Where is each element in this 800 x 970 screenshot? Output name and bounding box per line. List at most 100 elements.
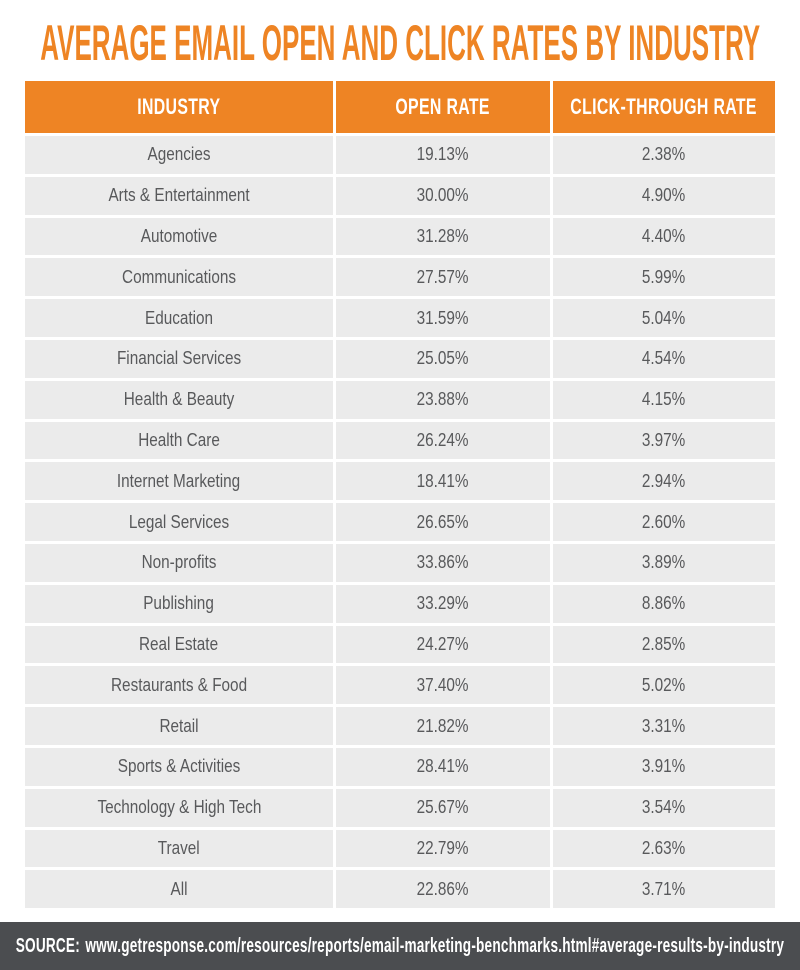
click-rate-cell-text: 2.94% bbox=[642, 470, 686, 491]
open-rate-cell: 19.13% bbox=[336, 136, 550, 174]
column-header-click-through-rate: CLICK-THROUGH RATE bbox=[553, 81, 775, 133]
industry-cell-text: Legal Services bbox=[128, 511, 230, 532]
industry-cell-text: Sports & Activities bbox=[117, 756, 241, 777]
industry-cell-text: Communications bbox=[122, 266, 236, 287]
open-rate-cell-text: 37.40% bbox=[417, 674, 469, 695]
industry-cell: All bbox=[25, 870, 333, 909]
page-title: AVERAGE EMAIL OPEN AND CLICK RATES BY IN… bbox=[0, 14, 800, 72]
table-row: Non-profits 33.86% 3.89% bbox=[25, 543, 775, 582]
industry-cell: Financial Services bbox=[25, 339, 333, 378]
open-rate-cell: 33.86% bbox=[336, 543, 550, 582]
column-header-open-rate-label: OPEN RATE bbox=[395, 94, 491, 119]
click-rate-cell-text: 2.85% bbox=[642, 633, 686, 654]
open-rate-cell: 26.65% bbox=[336, 503, 550, 541]
click-rate-cell-text: 3.97% bbox=[642, 429, 686, 450]
open-rate-cell: 25.05% bbox=[336, 339, 550, 378]
column-header-open-rate: OPEN RATE bbox=[336, 81, 550, 133]
industry-cell: Real Estate bbox=[25, 625, 333, 664]
table-row: Technology & High Tech 25.67% 3.54% bbox=[25, 788, 775, 827]
click-rate-cell-text: 3.89% bbox=[642, 552, 686, 573]
open-rate-cell-text: 24.27% bbox=[417, 633, 469, 654]
industry-cell: Arts & Entertainment bbox=[25, 176, 333, 215]
open-rate-cell: 22.86% bbox=[336, 870, 550, 909]
open-rate-cell: 28.41% bbox=[336, 747, 550, 786]
industry-cell-text: Financial Services bbox=[116, 348, 242, 369]
industry-cell: Technology & High Tech bbox=[25, 788, 333, 827]
click-rate-cell-text: 5.02% bbox=[642, 674, 686, 695]
table-row: Financial Services 25.05% 4.54% bbox=[25, 339, 775, 378]
open-rate-cell: 30.00% bbox=[336, 176, 550, 215]
open-rate-cell-text: 18.41% bbox=[417, 470, 469, 491]
industry-cell-text: Automotive bbox=[140, 225, 218, 246]
click-rate-cell: 8.86% bbox=[553, 584, 775, 623]
click-rate-cell-text: 8.86% bbox=[642, 593, 686, 614]
open-rate-cell: 25.67% bbox=[336, 788, 550, 827]
click-rate-cell: 3.31% bbox=[553, 707, 775, 745]
click-rate-cell: 2.85% bbox=[553, 625, 775, 664]
source-url: www.getresponse.com/resources/reports/em… bbox=[85, 934, 785, 957]
industry-cell: Publishing bbox=[25, 584, 333, 623]
click-rate-cell: 5.02% bbox=[553, 666, 775, 705]
industry-cell: Retail bbox=[25, 707, 333, 745]
industry-cell-text: Agencies bbox=[147, 144, 211, 165]
open-rate-cell: 37.40% bbox=[336, 666, 550, 705]
open-rate-cell-text: 21.82% bbox=[417, 715, 469, 736]
table-row: Legal Services 26.65% 2.60% bbox=[25, 503, 775, 541]
industry-cell: Legal Services bbox=[25, 503, 333, 541]
industry-cell: Non-profits bbox=[25, 543, 333, 582]
click-rate-cell: 2.38% bbox=[553, 136, 775, 174]
industry-cell: Automotive bbox=[25, 217, 333, 256]
industry-cell-text: Restaurants & Food bbox=[110, 674, 248, 695]
table-row: Health Care 26.24% 3.97% bbox=[25, 421, 775, 460]
click-rate-cell-text: 3.54% bbox=[642, 797, 686, 818]
industry-cell-text: Internet Marketing bbox=[117, 470, 241, 491]
click-rate-cell-text: 3.71% bbox=[642, 878, 686, 899]
click-rate-cell-text: 4.40% bbox=[642, 225, 686, 246]
industry-cell: Agencies bbox=[25, 136, 333, 174]
industry-cell-text: Health Care bbox=[138, 429, 220, 450]
industry-rates-table: INDUSTRY OPEN RATE CLICK-THROUGH RATE Ag… bbox=[25, 81, 775, 909]
column-header-industry: INDUSTRY bbox=[25, 81, 333, 133]
column-header-click-through-rate-label: CLICK-THROUGH RATE bbox=[570, 94, 758, 119]
column-header-industry-label: INDUSTRY bbox=[137, 94, 221, 119]
open-rate-cell-text: 23.88% bbox=[417, 389, 469, 410]
open-rate-cell: 21.82% bbox=[336, 707, 550, 745]
open-rate-cell: 22.79% bbox=[336, 829, 550, 868]
industry-cell: Health & Beauty bbox=[25, 380, 333, 419]
table-row: All 22.86% 3.71% bbox=[25, 870, 775, 909]
industry-cell: Restaurants & Food bbox=[25, 666, 333, 705]
source-label: SOURCE: bbox=[15, 934, 80, 957]
industry-cell-text: Real Estate bbox=[139, 633, 219, 654]
industry-cell: Health Care bbox=[25, 421, 333, 460]
click-rate-cell: 2.94% bbox=[553, 462, 775, 501]
click-rate-cell: 4.15% bbox=[553, 380, 775, 419]
table-row: Communications 27.57% 5.99% bbox=[25, 258, 775, 297]
open-rate-cell-text: 19.13% bbox=[417, 144, 469, 165]
click-rate-cell: 5.99% bbox=[553, 258, 775, 297]
table-body: Agencies 19.13% 2.38% Arts & Entertainment 3… bbox=[25, 136, 775, 909]
page-title-text: AVERAGE EMAIL OPEN AND CLICK RATES BY IN… bbox=[40, 15, 760, 71]
open-rate-cell-text: 26.24% bbox=[417, 429, 469, 450]
click-rate-cell-text: 3.31% bbox=[642, 715, 686, 736]
open-rate-cell-text: 33.29% bbox=[417, 593, 469, 614]
industry-cell-text: Health & Beauty bbox=[123, 389, 235, 410]
table-row: Automotive 31.28% 4.40% bbox=[25, 217, 775, 256]
open-rate-cell: 27.57% bbox=[336, 258, 550, 297]
open-rate-cell-text: 33.86% bbox=[417, 552, 469, 573]
industry-cell: Travel bbox=[25, 829, 333, 868]
click-rate-cell: 3.91% bbox=[553, 747, 775, 786]
industry-cell-text: Technology & High Tech bbox=[97, 797, 261, 818]
industry-cell-text: Publishing bbox=[143, 593, 215, 614]
table-row: Arts & Entertainment 30.00% 4.90% bbox=[25, 176, 775, 215]
open-rate-cell: 18.41% bbox=[336, 462, 550, 501]
click-rate-cell-text: 4.90% bbox=[642, 185, 686, 206]
table-row: Travel 22.79% 2.63% bbox=[25, 829, 775, 868]
table-row: Restaurants & Food 37.40% 5.02% bbox=[25, 666, 775, 705]
click-rate-cell: 2.63% bbox=[553, 829, 775, 868]
table-row: Publishing 33.29% 8.86% bbox=[25, 584, 775, 623]
click-rate-cell-text: 5.99% bbox=[642, 266, 686, 287]
click-rate-cell: 4.90% bbox=[553, 176, 775, 215]
table-row: Real Estate 24.27% 2.85% bbox=[25, 625, 775, 664]
click-rate-cell: 4.40% bbox=[553, 217, 775, 256]
industry-cell: Education bbox=[25, 299, 333, 337]
